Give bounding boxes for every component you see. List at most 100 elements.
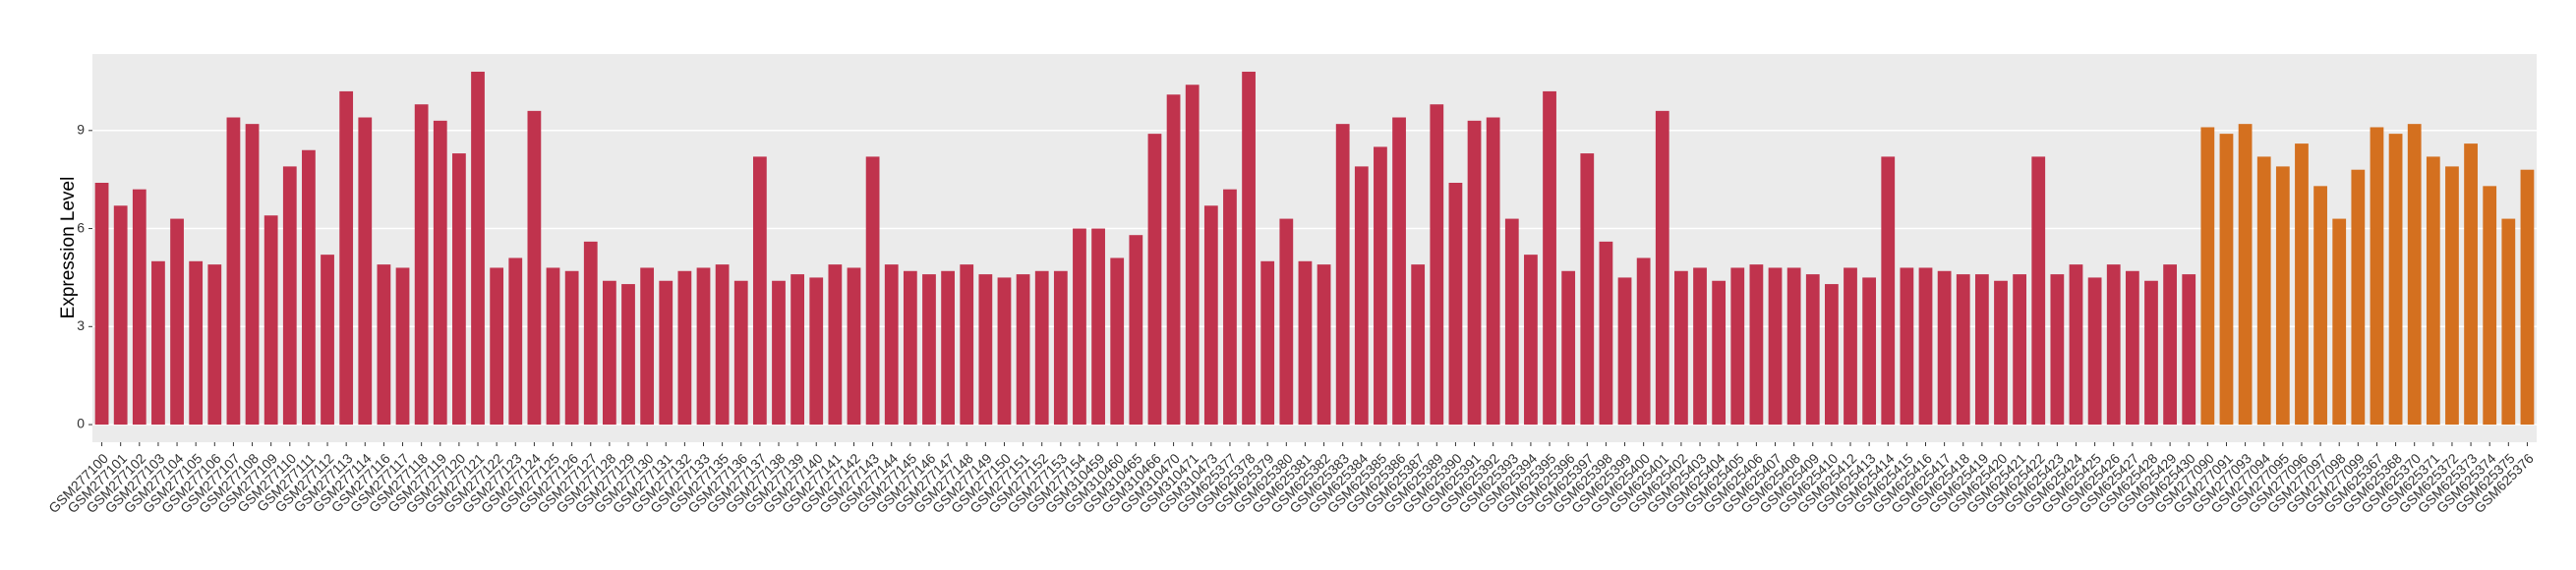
bar	[452, 153, 466, 426]
y-tick-label: 3	[77, 317, 85, 333]
bar	[508, 257, 523, 426]
bar	[696, 267, 711, 426]
bar	[1918, 267, 1933, 426]
bar	[583, 241, 598, 426]
bar	[2087, 277, 2102, 426]
bar	[321, 255, 334, 426]
bar	[2501, 218, 2516, 426]
bar	[603, 280, 616, 426]
bar	[1073, 228, 1086, 426]
bar	[1768, 267, 1783, 426]
bar	[546, 267, 560, 426]
bar	[1712, 280, 1727, 426]
bar	[978, 274, 993, 426]
bar	[1617, 277, 1632, 426]
bar	[2313, 186, 2327, 426]
bar	[1053, 270, 1068, 426]
bar	[113, 205, 128, 426]
bar	[2219, 134, 2234, 426]
bar	[1166, 94, 1181, 426]
bar	[564, 270, 579, 426]
bar	[1974, 274, 1989, 426]
bar	[715, 264, 730, 426]
bar	[1448, 183, 1463, 426]
bar	[1242, 71, 1256, 426]
bar	[490, 267, 504, 426]
bar	[302, 149, 316, 426]
bar	[903, 270, 917, 426]
bar	[1825, 284, 1839, 426]
bar	[1730, 267, 1745, 426]
bar	[2332, 218, 2347, 426]
bar	[922, 274, 936, 426]
bar	[1844, 267, 1857, 426]
bar	[1561, 270, 1576, 426]
bar	[433, 120, 447, 426]
bar	[339, 90, 354, 426]
bar	[395, 267, 410, 426]
bar	[1524, 255, 1538, 426]
bar	[2050, 274, 2065, 426]
bar	[2483, 186, 2497, 426]
bar	[1543, 90, 1556, 426]
bar	[1091, 228, 1105, 426]
bar	[2445, 166, 2459, 426]
bar	[1805, 274, 1820, 426]
bar	[960, 264, 974, 426]
bar	[1580, 153, 1595, 426]
bar	[1110, 257, 1125, 426]
bar	[640, 267, 655, 426]
bar	[1636, 257, 1651, 426]
bar	[1749, 264, 1764, 426]
bar	[2200, 127, 2215, 426]
bar	[1862, 277, 1877, 426]
bar	[377, 264, 391, 426]
bar	[189, 260, 204, 426]
bar	[941, 270, 955, 426]
bar	[2125, 270, 2139, 426]
bar	[1298, 260, 1313, 426]
bar	[1956, 274, 1970, 426]
bar	[752, 156, 767, 426]
bar	[2256, 156, 2271, 426]
bar	[207, 264, 222, 426]
bar	[790, 274, 804, 426]
bar	[1655, 110, 1669, 426]
bar	[414, 104, 429, 426]
bar	[245, 124, 260, 426]
bar	[282, 166, 297, 426]
bar	[132, 189, 146, 426]
bar	[847, 267, 861, 426]
bar	[2163, 264, 2177, 426]
bar	[2351, 169, 2366, 426]
bar	[226, 117, 241, 426]
bar	[621, 284, 635, 426]
bar	[2144, 280, 2158, 426]
bar	[2013, 274, 2026, 426]
bar	[2295, 143, 2309, 426]
bar	[358, 117, 373, 426]
bar	[1279, 218, 1294, 426]
bar	[2407, 124, 2422, 426]
bar	[2520, 169, 2535, 426]
bar	[151, 260, 165, 426]
bar	[263, 215, 278, 426]
bar	[1185, 85, 1200, 426]
bar	[1147, 134, 1162, 426]
bar	[1504, 218, 1519, 426]
bar	[1467, 120, 1482, 426]
bar	[1994, 280, 2008, 426]
bar	[2388, 134, 2403, 426]
bar	[997, 277, 1012, 426]
bar	[1317, 264, 1331, 426]
bar	[1374, 146, 1387, 426]
bar	[1354, 166, 1369, 426]
bar	[1786, 267, 1801, 426]
bar	[1881, 156, 1896, 426]
bar	[677, 270, 692, 426]
bar	[2031, 156, 2046, 426]
y-axis-title: Expression Level	[58, 177, 79, 319]
bar	[1599, 241, 1613, 426]
bar	[94, 183, 109, 426]
